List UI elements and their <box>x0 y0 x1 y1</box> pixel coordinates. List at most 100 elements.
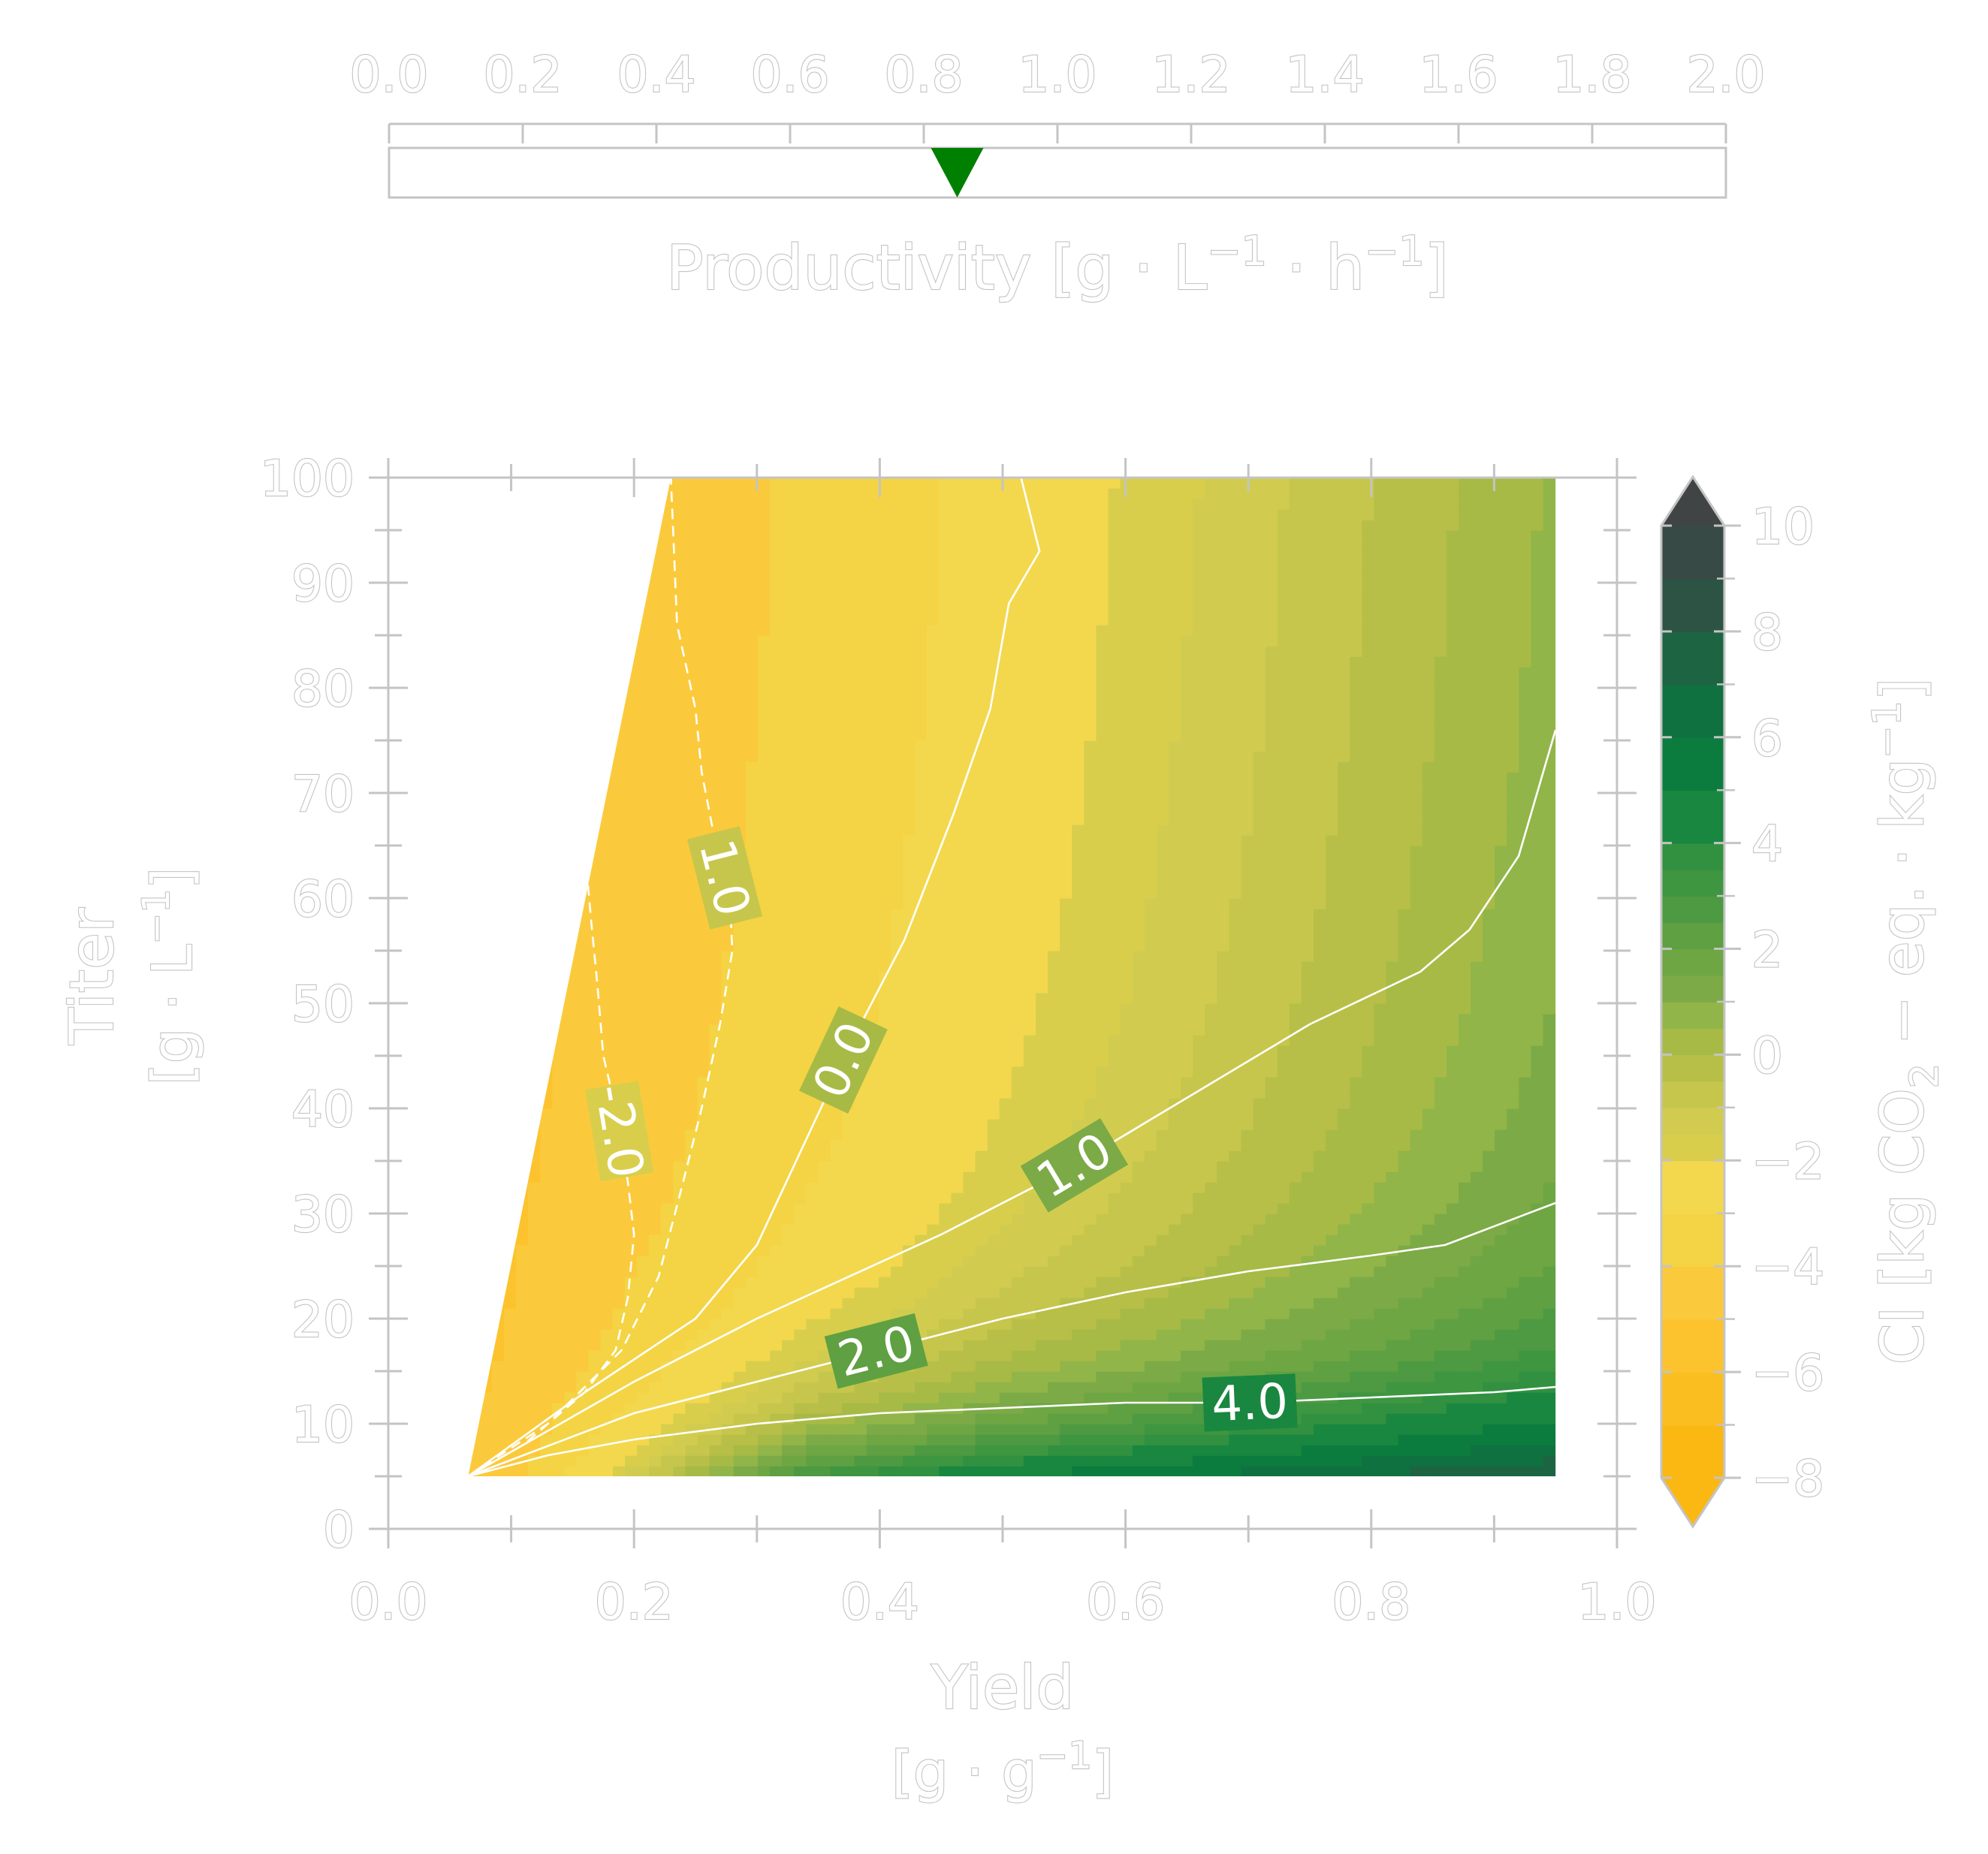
contour-cell <box>1301 971 1315 983</box>
contour-cell <box>1120 1223 1133 1235</box>
contour-cell <box>1422 1213 1436 1225</box>
contour-cell <box>564 1318 578 1330</box>
contour-cell <box>1108 1465 1121 1477</box>
contour-cell <box>1011 971 1025 983</box>
contour-cell <box>1471 1360 1484 1372</box>
contour-cell <box>1471 1349 1484 1361</box>
contour-cell <box>890 1160 904 1172</box>
contour-cell <box>866 1423 880 1435</box>
contour-cell <box>1096 897 1109 909</box>
contour-cell <box>975 1118 988 1130</box>
contour-cell <box>963 1129 976 1141</box>
contour-cell <box>1495 1381 1508 1393</box>
contour-cell <box>1531 1023 1544 1036</box>
contour-cell <box>794 1381 807 1393</box>
contour-cell <box>1035 908 1049 920</box>
contour-cell <box>685 1328 698 1340</box>
contour-cell <box>624 897 638 909</box>
contour-cell <box>1035 1349 1049 1361</box>
contour-cell <box>818 1013 831 1025</box>
contour-cell <box>830 1108 843 1120</box>
contour-cell <box>1265 1129 1278 1141</box>
contour-cell <box>1120 1349 1133 1361</box>
contour-cell <box>1374 1171 1387 1183</box>
contour-cell <box>878 1129 892 1141</box>
contour-cell <box>830 1465 843 1477</box>
contour-cell <box>1241 971 1254 983</box>
contour-cell <box>1459 1465 1472 1477</box>
contour-cell <box>1350 1055 1363 1067</box>
contour-cell <box>1422 1423 1436 1435</box>
contour-cell <box>745 992 759 1004</box>
contour-cell <box>1241 1097 1254 1109</box>
contour-cell <box>806 1108 819 1120</box>
contour-cell <box>1374 1066 1387 1078</box>
contour-cell <box>902 1391 916 1403</box>
contour-cell <box>806 1402 819 1414</box>
contour-cell <box>1326 929 1339 941</box>
contour-cell <box>1084 1455 1097 1467</box>
contour-cell <box>1180 1181 1194 1193</box>
contour-cell <box>1048 939 1061 951</box>
contour-cell <box>975 1349 988 1361</box>
contour-cell <box>1326 897 1339 909</box>
contour-cell <box>1543 1160 1556 1172</box>
contour-cell <box>745 939 759 951</box>
contour-cell <box>963 1244 976 1256</box>
contour-cell <box>661 1297 674 1309</box>
contour-cell <box>540 1402 554 1414</box>
contour-cell <box>1350 1381 1363 1393</box>
contour-cell <box>963 918 976 930</box>
contour-cell <box>1096 1339 1109 1351</box>
contour-cell <box>1277 1181 1290 1193</box>
contour-cell <box>745 1423 759 1435</box>
contour-cell <box>770 1076 783 1088</box>
contour-cell <box>673 1097 686 1109</box>
contour-cell <box>770 1002 783 1014</box>
contour-cell <box>1253 918 1266 930</box>
contour-cell <box>637 1181 650 1193</box>
contour-cell <box>1301 1045 1315 1057</box>
contour-cell <box>1193 960 1206 972</box>
contour-cell <box>1168 1150 1182 1162</box>
contour-cell <box>890 1108 904 1120</box>
contour-cell <box>528 1391 541 1403</box>
contour-cell <box>661 1076 674 1088</box>
contour-cell <box>576 981 590 993</box>
contour-cell <box>1217 1087 1230 1099</box>
contour-cell <box>1229 1108 1242 1120</box>
contour-cell <box>1229 1213 1242 1225</box>
contour-cell <box>661 960 674 972</box>
contour-cell <box>1471 1087 1484 1099</box>
contour-cell <box>1096 1244 1109 1256</box>
contour-cell <box>890 1465 904 1477</box>
contour-cell <box>1132 1139 1145 1151</box>
contour-cell <box>1422 1181 1436 1193</box>
contour-cell <box>1048 1402 1061 1414</box>
contour-cell <box>915 971 928 983</box>
contour-cell <box>673 1265 686 1277</box>
contour-cell <box>757 1045 771 1057</box>
contour-cell <box>1507 908 1520 920</box>
contour-cell <box>1048 929 1061 941</box>
contour-cell <box>1483 1192 1496 1204</box>
contour-cell <box>1398 1339 1411 1351</box>
contour-cell <box>1144 981 1158 993</box>
contour-cell <box>806 1328 819 1340</box>
contour-cell <box>782 971 795 983</box>
contour-cell <box>963 1023 976 1036</box>
contour-cell <box>757 1150 771 1162</box>
contour-cell <box>1326 1370 1339 1382</box>
contour-cell <box>1084 887 1097 899</box>
contour-cell <box>1277 960 1290 972</box>
contour-cell <box>1422 981 1436 993</box>
contour-cell <box>612 939 626 951</box>
contour-cell <box>540 1108 554 1120</box>
contour-cell <box>1168 1307 1182 1319</box>
contour-cell <box>576 1276 590 1288</box>
contour-cell <box>1241 1160 1254 1172</box>
contour-cell <box>1434 1465 1448 1477</box>
contour-cell <box>1193 1013 1206 1025</box>
contour-cell <box>757 981 771 993</box>
